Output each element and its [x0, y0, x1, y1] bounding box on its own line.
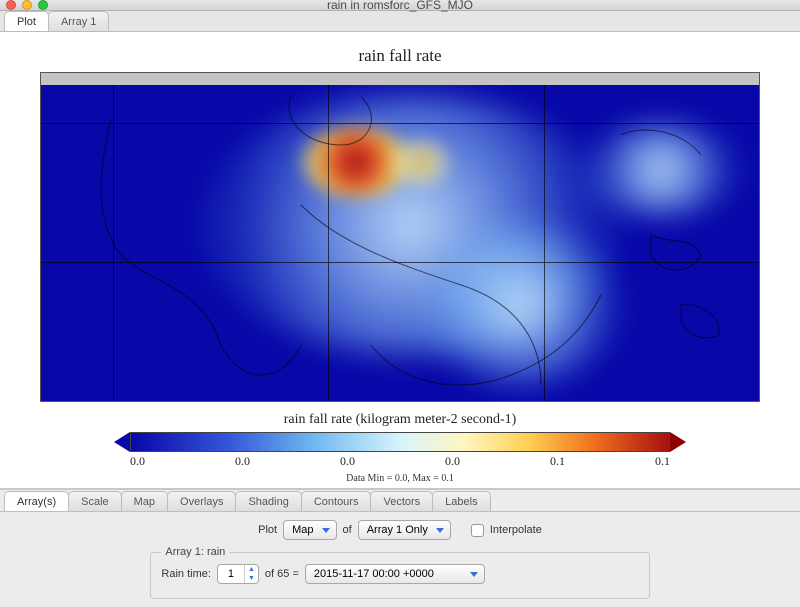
tab-contours[interactable]: Contours	[301, 491, 372, 511]
tab-overlays[interactable]: Overlays	[167, 491, 236, 511]
time-row: Rain time: ▲▼ of 65 = 2015-11-17 00:00 +…	[161, 564, 638, 584]
group-legend: Array 1: rain	[161, 546, 229, 558]
select-value: Map	[292, 524, 313, 536]
zoom-icon[interactable]	[38, 0, 48, 10]
tab-label: Shading	[248, 496, 288, 508]
colorbar-ticks: 0.0 0.0 0.0 0.0 0.1 0.1	[114, 454, 686, 469]
stepper-arrows[interactable]: ▲▼	[244, 565, 258, 583]
tab-label: Contours	[314, 496, 359, 508]
chevron-down-icon[interactable]: ▼	[245, 574, 258, 583]
lower-tabstrip: Array(s) Scale Map Overlays Shading Cont…	[0, 490, 800, 512]
tab-label: Plot	[17, 16, 36, 28]
tab-scale[interactable]: Scale	[68, 491, 122, 511]
select-value: 2015-11-17 00:00 +0000	[314, 568, 434, 580]
tab-label: Map	[134, 496, 155, 508]
plot-topband	[41, 73, 759, 85]
tab-label: Vectors	[383, 496, 420, 508]
tab-vectors[interactable]: Vectors	[370, 491, 433, 511]
plot-type-row: Plot Map of Array 1 Only Interpolate	[10, 520, 790, 540]
coastline-overlay	[41, 85, 759, 401]
colorbar-tick: 0.0	[235, 454, 250, 469]
arrays-panel-body: Plot Map of Array 1 Only Interpolate Arr…	[0, 512, 800, 607]
tab-shading[interactable]: Shading	[235, 491, 301, 511]
tab-label: Labels	[445, 496, 477, 508]
tab-label: Array 1	[61, 16, 96, 28]
colorbar-over-icon	[670, 432, 686, 452]
tab-arrays[interactable]: Array(s)	[4, 491, 69, 511]
tab-map[interactable]: Map	[121, 491, 168, 511]
colorbar-tick: 0.1	[655, 454, 670, 469]
time-label: Rain time:	[161, 568, 211, 580]
tab-labels[interactable]: Labels	[432, 491, 490, 511]
select-value: Array 1 Only	[367, 524, 428, 536]
gridline-v	[328, 85, 329, 401]
traffic-lights	[6, 0, 48, 10]
upper-tabstrip: Plot Array 1	[0, 11, 800, 32]
tab-label: Scale	[81, 496, 109, 508]
plot-background	[41, 85, 759, 401]
tab-label: Array(s)	[17, 496, 56, 508]
gridline-v	[113, 85, 114, 401]
array1-group: Array 1: rain Rain time: ▲▼ of 65 = 2015…	[150, 546, 649, 599]
colorbar	[114, 432, 686, 452]
of-label: of	[343, 524, 352, 536]
colorbar-tick: 0.0	[340, 454, 355, 469]
chevron-up-icon[interactable]: ▲	[245, 565, 258, 574]
plot-type-select[interactable]: Map	[283, 520, 336, 540]
tab-plot[interactable]: Plot	[4, 11, 49, 31]
plot-canvas[interactable]	[40, 72, 760, 402]
plot-type-label: Plot	[258, 524, 277, 536]
close-icon[interactable]	[6, 0, 16, 10]
colorbar-tick: 0.1	[550, 454, 565, 469]
colorbar-under-icon	[114, 432, 130, 452]
tab-array1[interactable]: Array 1	[48, 11, 109, 31]
plot-panel: rain fall rate	[0, 32, 800, 488]
plot-of-select[interactable]: Array 1 Only	[358, 520, 451, 540]
colorbar-gradient	[130, 432, 670, 452]
tab-label: Overlays	[180, 496, 223, 508]
interpolate-checkbox[interactable]	[471, 524, 484, 537]
gridline-v	[544, 85, 545, 401]
gridline-h	[41, 262, 759, 263]
interpolate-label: Interpolate	[490, 524, 542, 536]
time-index-input[interactable]	[218, 565, 244, 583]
colorbar-label: rain fall rate (kilogram meter-2 second-…	[284, 412, 517, 428]
lower-panel: Array(s) Scale Map Overlays Shading Cont…	[0, 490, 800, 607]
plot-title: rain fall rate	[358, 46, 441, 66]
colorbar-tick: 0.0	[445, 454, 460, 469]
titlebar: rain in romsforc_GFS_MJO	[0, 0, 800, 11]
minimize-icon[interactable]	[22, 0, 32, 10]
window-title: rain in romsforc_GFS_MJO	[0, 0, 800, 12]
time-value-select[interactable]: 2015-11-17 00:00 +0000	[305, 564, 485, 584]
time-total-label: of 65 =	[265, 568, 299, 580]
time-index-stepper[interactable]: ▲▼	[217, 564, 259, 584]
gridline-h	[41, 123, 759, 124]
app-window: rain in romsforc_GFS_MJO Plot Array 1 ra…	[0, 0, 800, 607]
data-range-text: Data Min = 0.0, Max = 0.1	[346, 473, 454, 484]
colorbar-tick: 0.0	[130, 454, 145, 469]
